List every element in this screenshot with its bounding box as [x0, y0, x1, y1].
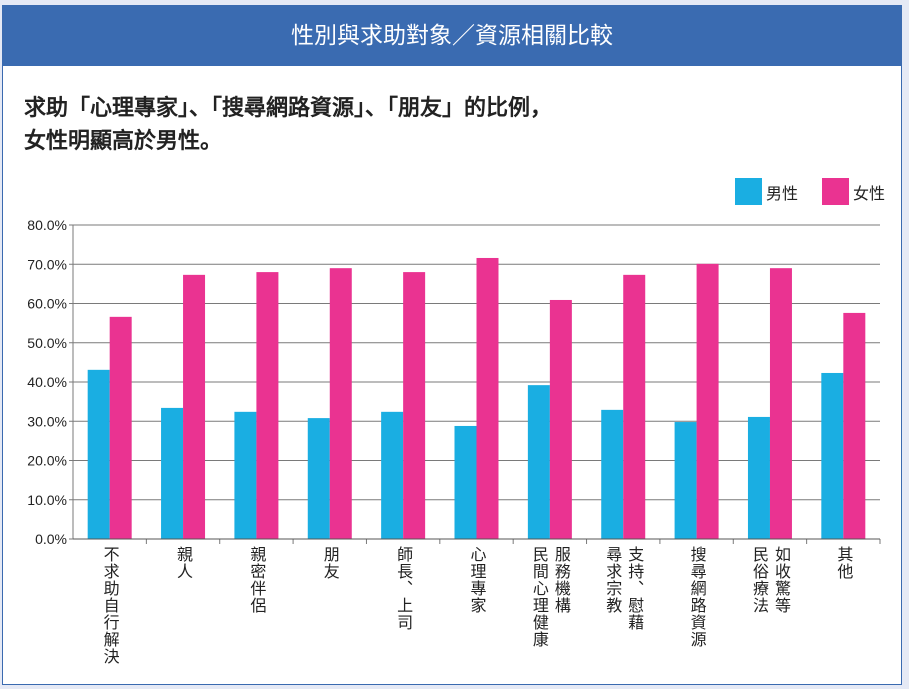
x-tick-label-column: 搜尋網路資源 [687, 546, 707, 648]
x-tick-label: 不求助自行解決 [100, 546, 120, 665]
legend-item-female: 女性 [821, 178, 885, 205]
headline-line-2: 女性明顯高於男性。 [24, 129, 223, 154]
x-tick-label: 親密伴侶 [247, 546, 267, 614]
legend: 男性 女性 [734, 178, 885, 205]
x-tick-label-column: 其他 [834, 546, 854, 580]
headline: 求助「心理專家」、「搜尋網路資源」、「朋友」的比例， 女性明顯高於男性。 [24, 92, 552, 158]
legend-label-male: 男性 [765, 183, 798, 203]
x-tick-label: 尋求宗教 支持、慰藉 [603, 546, 645, 631]
legend-swatch-female [821, 178, 849, 205]
y-tick-label: 40.0% [27, 374, 67, 390]
legend-swatch-male [734, 178, 762, 205]
legend-item-male: 男性 [734, 178, 798, 205]
y-tick-label: 50.0% [27, 335, 67, 351]
y-tick-label: 60.0% [27, 296, 67, 312]
headline-line-1: 求助「心理專家」、「搜尋網路資源」、「朋友」的比例， [24, 96, 553, 121]
bar-female [256, 272, 279, 539]
bar-female [623, 274, 646, 539]
x-tick-label-column: 民間心理健康 [529, 546, 549, 648]
x-tick-label-column: 民俗療法 [749, 546, 769, 614]
x-tick-label-column: 親人 [174, 546, 194, 580]
chart-header: 性別與求助對象／資源相關比較 [3, 6, 901, 66]
bar-female [109, 316, 132, 539]
x-tick-label-column: 不求助自行解決 [100, 546, 120, 665]
y-tick-label: 10.0% [27, 492, 67, 508]
x-tick-label-column: 朋友 [320, 546, 340, 580]
chart-card: 性別與求助對象／資源相關比較 [2, 5, 902, 685]
y-tick-label: 0.0% [35, 531, 67, 547]
x-tick-label: 其他 [834, 546, 854, 580]
x-tick-label-column: 服務機構 [551, 546, 571, 614]
bar-female [183, 274, 206, 539]
x-tick-label-column: 心理專家 [467, 546, 487, 614]
y-tick-label: 20.0% [27, 453, 67, 469]
x-tick-label: 師長、上司 [394, 546, 414, 631]
bar-female [403, 272, 426, 539]
x-tick-label-column: 如收驚等 [771, 546, 791, 614]
x-tick-label-column: 支持、慰藉 [625, 546, 645, 631]
x-tick-label-column: 尋求宗教 [603, 546, 623, 614]
bar-male [601, 409, 624, 539]
x-tick-label: 心理專家 [467, 546, 487, 614]
x-tick-label: 民間心理健康 服務機構 [529, 546, 571, 648]
bar-male [747, 416, 770, 539]
bar-female [696, 263, 719, 539]
bar-male [161, 407, 184, 539]
x-tick-label: 搜尋網路資源 [687, 546, 707, 648]
bar-male [87, 369, 110, 539]
y-tick-label: 70.0% [27, 256, 67, 272]
bar-male [674, 422, 697, 539]
bar-male [307, 418, 330, 539]
bar-female [843, 312, 866, 539]
x-tick-label: 民俗療法 如收驚等 [749, 546, 791, 614]
bar-female [329, 268, 352, 539]
bar-female [476, 257, 499, 539]
bar-male [234, 411, 257, 539]
bar-female [769, 268, 792, 539]
legend-label-female: 女性 [852, 183, 885, 203]
bar-male [527, 385, 550, 539]
y-tick-label: 30.0% [27, 413, 67, 429]
x-tick-label: 親人 [174, 546, 194, 580]
bar-male [821, 372, 844, 539]
y-tick-label: 80.0% [27, 217, 67, 233]
x-tick-label-column: 親密伴侶 [247, 546, 267, 614]
bar-male [454, 425, 477, 539]
x-tick-label-column: 師長、上司 [394, 546, 414, 631]
bar-male [381, 411, 404, 539]
x-tick-label: 朋友 [320, 546, 340, 580]
bar-female [549, 299, 572, 539]
